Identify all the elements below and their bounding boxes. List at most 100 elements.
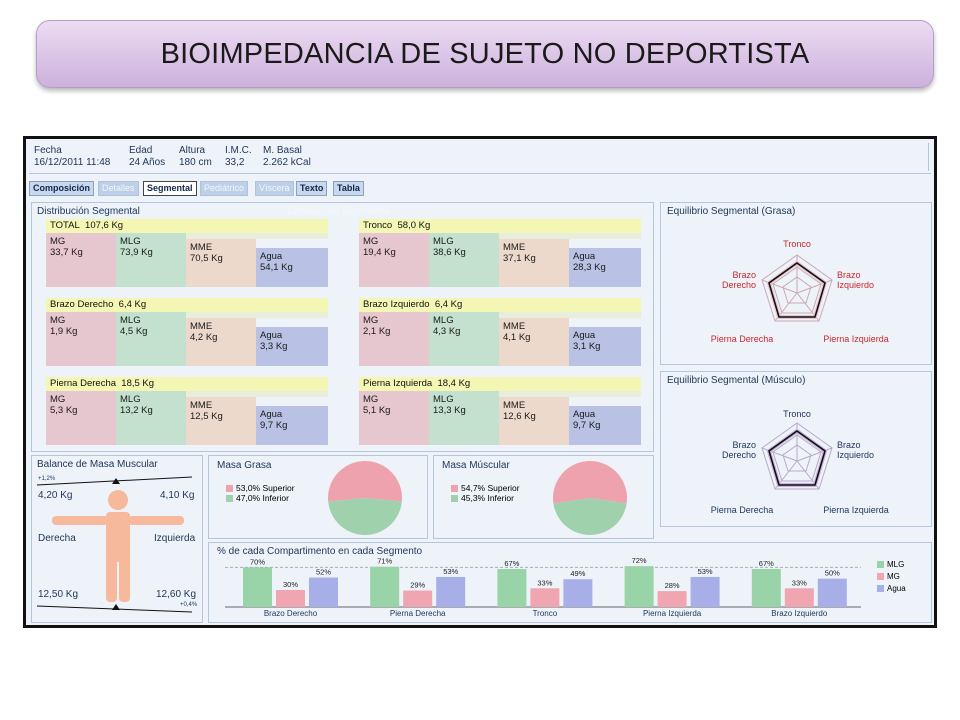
tab-tabla[interactable]: Tabla: [333, 181, 364, 196]
bar-mg: [784, 588, 814, 607]
mg-value: 19,4 Kg: [363, 247, 396, 258]
side-right-label: Izquierda: [154, 533, 196, 544]
agua-label: Agua: [260, 330, 283, 341]
radar-muscle-chart: [761, 422, 833, 490]
side-left-label: Derecha: [38, 533, 76, 544]
segment-weight: 18,4 Kg: [437, 378, 471, 389]
segment-name: Brazo Derecho: [50, 299, 114, 310]
radar-label-pierna-der: Pierna Derecha: [710, 334, 774, 344]
mlg-label: MLG: [120, 236, 141, 247]
bar-value-label: 50%: [825, 569, 840, 578]
bar-mlg: [243, 567, 272, 607]
segment-band: [46, 233, 328, 239]
field-label: Altura: [179, 145, 206, 156]
bar-value-label: 70%: [250, 557, 265, 566]
mlg-cell: MLG 4,5 Kg: [116, 312, 186, 366]
panel-title: Equilibrio Segmental (Grasa): [667, 206, 796, 217]
panel-title: Distribución Segmental: [37, 206, 140, 217]
balance-panel: Balance de Masa Muscular +1,2% 4,20 Kg 4…: [31, 455, 203, 623]
legend-swatch-mg: [877, 573, 884, 580]
agua-cell: Agua 54,1 Kg: [256, 248, 328, 287]
field-label: Edad: [129, 145, 153, 156]
segment-name: Pierna Derecha: [50, 378, 117, 389]
bar-value-label: 49%: [570, 569, 585, 578]
bar-mg: [276, 589, 305, 607]
mg-cell: MG 2,1 Kg: [359, 312, 429, 366]
field-label: M. Basal: [263, 145, 302, 156]
mg-label: MG: [50, 315, 66, 326]
segment-band: [359, 233, 641, 239]
header-edge: [928, 143, 929, 171]
bar-value-label: 33%: [537, 578, 552, 587]
mme-label: MME: [190, 242, 213, 253]
mme-cell: MME 37,1 Kg: [499, 239, 569, 287]
radar-label-brazo-izq: Brazo Izquierdo: [837, 270, 875, 290]
segment-weight: 107,6 Kg: [85, 220, 124, 231]
bar-agua: [563, 579, 593, 607]
radar-fat-chart: [761, 254, 833, 322]
legend-mg: MG: [887, 572, 900, 581]
mme-value: 4,1 Kg: [503, 332, 531, 343]
agua-cell: Agua 9,7 Kg: [569, 406, 641, 445]
bar-value-label: 72%: [632, 556, 647, 565]
pie-slice-inferior: [553, 498, 627, 535]
mg-label: MG: [50, 394, 66, 405]
leg-left-value: 12,50 Kg: [38, 589, 79, 600]
mlg-cell: MLG 13,3 Kg: [429, 391, 499, 445]
field-value: 2.262 kCal: [263, 157, 311, 168]
agua-value: 3,3 Kg: [260, 341, 288, 352]
bar-value-label: 33%: [792, 578, 807, 587]
legend-inferior: 47,0% Inferior: [236, 493, 289, 503]
agua-label: Agua: [573, 409, 596, 420]
mme-label: MME: [503, 242, 526, 253]
agua-label: Agua: [260, 409, 283, 420]
radar-label-brazo-der: Brazo Derecho: [721, 270, 756, 290]
agua-cell: Agua 9,7 Kg: [256, 406, 328, 445]
header-divider: [29, 173, 931, 174]
bar-agua: [817, 578, 847, 607]
tab-composicion[interactable]: Composición: [29, 181, 95, 196]
field-height: Altura 180 cm: [179, 145, 212, 169]
compartment-chart-panel: % de cada Compartimento en cada Segmento…: [208, 542, 932, 623]
masa-grasa-panel: Masa Grasa 53,0% Superior 47,0% Inferior: [208, 455, 428, 539]
bar-value-label: 52%: [316, 568, 331, 577]
segment-name: Tronco: [363, 220, 393, 231]
radar-fat-panel: Equilibrio Segmental (Grasa) Tronco Braz…: [660, 202, 932, 365]
tab-detalles[interactable]: Detalles: [98, 181, 139, 196]
panel-title: Masa Múscular: [442, 460, 510, 471]
segment-weight: 6,4 Kg: [118, 299, 147, 310]
app-window: Fecha 16/12/2011 11:48 Edad 24 Años Altu…: [23, 136, 937, 628]
mme-cell: MME 12,5 Kg: [186, 397, 256, 445]
segment-band: [46, 312, 328, 318]
agua-cell: Agua 28,3 Kg: [569, 248, 641, 287]
mlg-label: MLG: [120, 315, 141, 326]
mme-value: 12,5 Kg: [190, 411, 223, 422]
tab-viscera[interactable]: Víscera: [255, 181, 294, 196]
mlg-cell: MLG 13,2 Kg: [116, 391, 186, 445]
mme-value: 4,2 Kg: [190, 332, 218, 343]
mg-cell: MG 5,3 Kg: [46, 391, 116, 445]
bar-mg: [403, 590, 433, 607]
mlg-value: 13,2 Kg: [120, 405, 153, 416]
panel-title: Equilibrio Segmental (Músculo): [667, 375, 806, 386]
bar-value-label: 53%: [698, 567, 713, 576]
category-label: Brazo Derecho: [264, 609, 318, 618]
field-label: I.M.C.: [225, 145, 252, 156]
tab-texto[interactable]: Texto: [296, 181, 328, 196]
mme-cell: MME 4,1 Kg: [499, 318, 569, 366]
agua-value: 3,1 Kg: [573, 341, 601, 352]
mlg-cell: MLG 73,9 Kg: [116, 233, 186, 287]
mg-cell: MG 33,7 Kg: [46, 233, 116, 287]
mlg-label: MLG: [433, 394, 454, 405]
mlg-value: 38,6 Kg: [433, 247, 466, 258]
bar-value-label: 30%: [283, 580, 298, 589]
body-figure: [36, 476, 193, 613]
tab-segmental[interactable]: Segmental: [143, 181, 197, 196]
mlg-value: 13,3 Kg: [433, 405, 466, 416]
tab-pediatrico[interactable]: Pediátrico: [200, 181, 249, 196]
mme-value: 37,1 Kg: [503, 253, 536, 264]
mg-value: 1,9 Kg: [50, 326, 78, 337]
mme-cell: MME 12,6 Kg: [499, 397, 569, 445]
bar-value-label: 67%: [759, 559, 774, 568]
legend-swatch-inferior: [451, 495, 458, 502]
